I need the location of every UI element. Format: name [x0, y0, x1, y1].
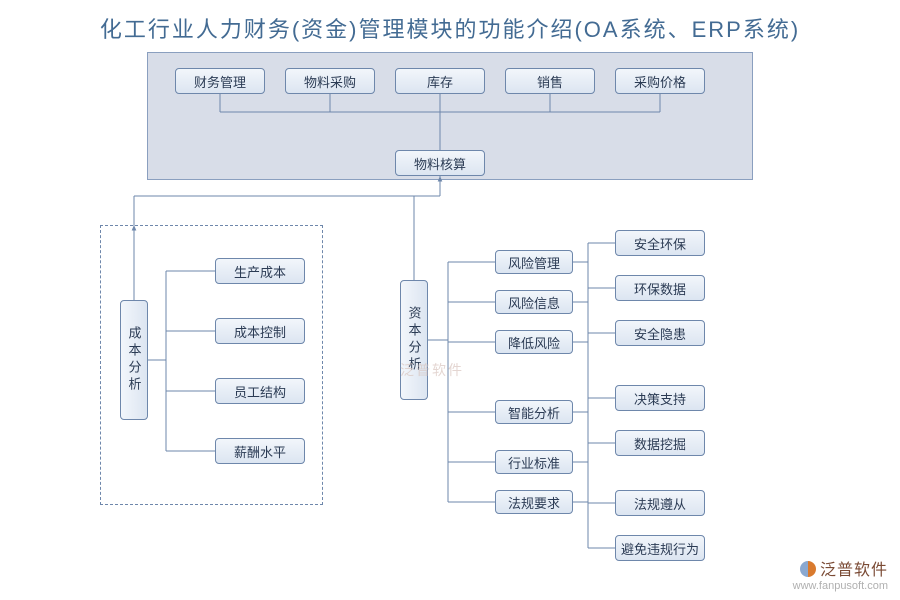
cost-item-1: 成本控制	[215, 318, 305, 344]
logo-icon	[800, 561, 816, 577]
capital-vnode: 资本分析	[400, 280, 428, 400]
top-node-4: 采购价格	[615, 68, 705, 94]
top-node-0: 财务管理	[175, 68, 265, 94]
page-title: 化工行业人力财务(资金)管理模块的功能介绍(OA系统、ERP系统)	[0, 0, 900, 44]
cost-item-2: 员工结构	[215, 378, 305, 404]
top-node-1: 物料采购	[285, 68, 375, 94]
cost-vnode: 成本分析	[120, 300, 148, 420]
capital-right-3: 决策支持	[615, 385, 705, 411]
cost-item-0: 生产成本	[215, 258, 305, 284]
capital-right-4: 数据挖掘	[615, 430, 705, 456]
capital-right-1: 环保数据	[615, 275, 705, 301]
central-node: 物料核算	[395, 150, 485, 176]
capital-right-0: 安全环保	[615, 230, 705, 256]
capital-mid-5: 法规要求	[495, 490, 573, 514]
top-node-3: 销售	[505, 68, 595, 94]
cost-item-3: 薪酬水平	[215, 438, 305, 464]
capital-mid-3: 智能分析	[495, 400, 573, 424]
footer-url: www.fanpusoft.com	[793, 580, 888, 592]
capital-right-5: 法规遵从	[615, 490, 705, 516]
capital-right-2: 安全隐患	[615, 320, 705, 346]
capital-mid-1: 风险信息	[495, 290, 573, 314]
capital-mid-4: 行业标准	[495, 450, 573, 474]
top-node-2: 库存	[395, 68, 485, 94]
footer-brand: 泛普软件	[820, 562, 888, 579]
capital-mid-0: 风险管理	[495, 250, 573, 274]
watermark: 泛普软件	[400, 360, 464, 380]
capital-right-6: 避免违规行为	[615, 535, 705, 561]
footer: 泛普软件 www.fanpusoft.com	[793, 556, 888, 592]
capital-mid-2: 降低风险	[495, 330, 573, 354]
